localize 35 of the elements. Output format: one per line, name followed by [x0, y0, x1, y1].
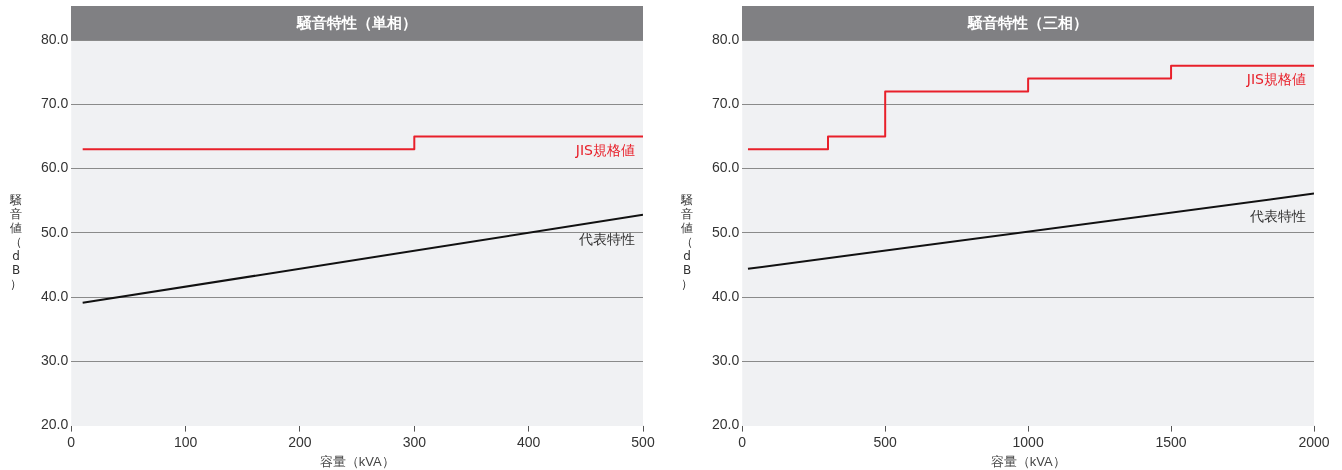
- y-axis-title: 騒音値（dB）: [680, 192, 694, 291]
- y-tick-label: 20.0: [41, 416, 69, 433]
- x-tick-label: 2000: [1298, 433, 1330, 450]
- y-tick-label: 70.0: [712, 95, 740, 112]
- chart-title: 騒音特性（三相）: [742, 6, 1314, 40]
- x-tick-label: 0: [67, 433, 76, 450]
- x-axis-title: 容量（kVA）: [990, 453, 1066, 469]
- y-tick-label: 50.0: [712, 223, 740, 240]
- series-label: 代表特性: [1249, 207, 1306, 224]
- y-tick-label: 80.0: [41, 30, 69, 47]
- series-label: JIS規格値: [574, 142, 635, 159]
- series-label: 代表特性: [578, 230, 635, 247]
- x-tick-label: 400: [516, 433, 541, 450]
- series-label: JIS規格値: [1245, 71, 1306, 88]
- y-tick-label: 60.0: [41, 159, 69, 176]
- x-tick-label: 200: [288, 433, 312, 450]
- y-tick-label: 50.0: [41, 223, 69, 240]
- y-tick-label: 40.0: [41, 287, 69, 304]
- y-tick-label: 60.0: [712, 159, 740, 176]
- chart-title: 騒音特性（単相）: [71, 6, 643, 40]
- x-tick-label: 500: [873, 433, 898, 450]
- x-tick-label: 1000: [1012, 433, 1044, 450]
- y-tick-label: 70.0: [41, 95, 69, 112]
- y-tick-label: 20.0: [712, 416, 740, 433]
- y-tick-label: 80.0: [712, 30, 740, 47]
- x-tick-label: 1500: [1155, 433, 1187, 450]
- x-tick-label: 300: [402, 433, 427, 450]
- y-axis-title: 騒音値（dB）: [9, 192, 23, 291]
- x-tick-label: 500: [631, 433, 655, 450]
- y-tick-label: 30.0: [712, 352, 740, 369]
- x-axis-title: 容量（kVA）: [319, 453, 395, 469]
- y-tick-label: 40.0: [712, 287, 740, 304]
- x-tick-label: 100: [173, 433, 198, 450]
- x-tick-label: 0: [738, 433, 747, 450]
- y-tick-label: 30.0: [41, 352, 69, 369]
